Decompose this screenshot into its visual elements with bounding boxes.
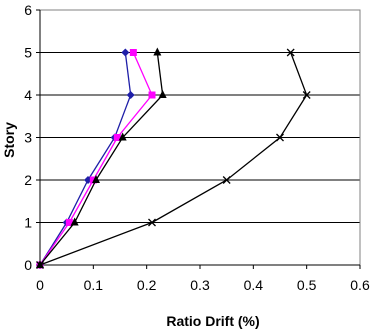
series-2-point [129, 49, 137, 56]
y-tick-label: 5 [24, 45, 32, 61]
x-mark-stroke [148, 218, 156, 227]
x-tick-label: 0.2 [137, 277, 157, 293]
series-4-point [302, 91, 311, 99]
x-mark-stroke [276, 133, 284, 142]
series-2-line [39, 52, 153, 266]
x-axis-title: Ratio Drift (%) [166, 313, 259, 329]
x-tick-label: 0.6 [350, 277, 370, 293]
x-tick-label: 0.3 [190, 277, 210, 293]
y-tick-label: 3 [24, 130, 32, 146]
series-1-line [39, 52, 132, 266]
x-mark-stroke [222, 176, 231, 184]
x-mark-stroke [286, 48, 295, 57]
x-mark-stroke [36, 261, 44, 269]
y-axis-title: Story [1, 122, 17, 158]
x-tick-label: 0.5 [297, 277, 317, 293]
series-4-line [39, 52, 308, 266]
series-4-point [36, 261, 44, 269]
series-4-point [148, 218, 156, 227]
series-4-point [276, 133, 284, 142]
x-tick-label: 0.1 [84, 277, 104, 293]
axes [36, 9, 361, 269]
series-3-point [118, 132, 127, 141]
series-1-point [126, 91, 135, 99]
series-3-point [158, 90, 167, 98]
y-tick-label: 4 [24, 87, 32, 103]
series-2-point [89, 176, 97, 184]
series-3-point [153, 47, 162, 56]
series-4-point [222, 176, 231, 184]
series-2-point [113, 134, 121, 141]
series-2-point [65, 219, 73, 226]
series-3-point [92, 175, 100, 183]
series-3-point [70, 217, 79, 226]
tick-labels: 0 1 2 3 4 5 6 0 0.1 0.2 0.3 0.4 0.5 0.6 [24, 2, 370, 293]
y-tick-label: 0 [24, 257, 32, 273]
series-layer [36, 47, 311, 269]
series-3-point [36, 260, 44, 268]
series-2-point [148, 91, 156, 99]
series-3-line [39, 52, 164, 266]
y-tick-label: 2 [24, 172, 32, 188]
series-4-point [286, 48, 295, 57]
y-tick-label: 6 [24, 2, 32, 18]
x-tick-label: 0 [36, 277, 44, 293]
series-1-point [121, 48, 130, 57]
x-mark-stroke [302, 91, 311, 99]
x-tick-label: 0.4 [244, 277, 264, 293]
y-tick-label: 1 [24, 215, 32, 231]
